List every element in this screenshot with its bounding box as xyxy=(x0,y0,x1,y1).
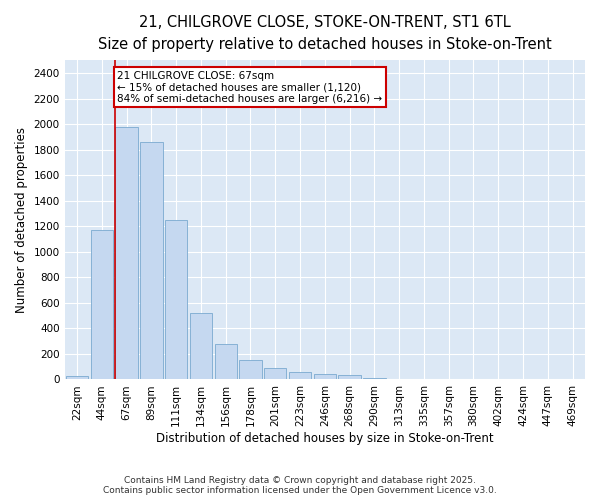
Bar xyxy=(338,375,361,380)
Bar xyxy=(239,360,262,380)
X-axis label: Distribution of detached houses by size in Stoke-on-Trent: Distribution of detached houses by size … xyxy=(156,432,494,445)
Text: 21 CHILGROVE CLOSE: 67sqm
← 15% of detached houses are smaller (1,120)
84% of se: 21 CHILGROVE CLOSE: 67sqm ← 15% of detac… xyxy=(118,70,383,104)
Bar xyxy=(66,376,88,380)
Y-axis label: Number of detached properties: Number of detached properties xyxy=(15,127,28,313)
Bar xyxy=(165,220,187,380)
Bar xyxy=(140,142,163,380)
Bar xyxy=(190,313,212,380)
Bar xyxy=(388,379,410,380)
Bar xyxy=(264,368,286,380)
Bar xyxy=(314,374,336,380)
Bar xyxy=(91,230,113,380)
Bar xyxy=(289,372,311,380)
Bar xyxy=(115,126,138,380)
Bar xyxy=(363,378,386,380)
Text: Contains HM Land Registry data © Crown copyright and database right 2025.
Contai: Contains HM Land Registry data © Crown c… xyxy=(103,476,497,495)
Title: 21, CHILGROVE CLOSE, STOKE-ON-TRENT, ST1 6TL
Size of property relative to detach: 21, CHILGROVE CLOSE, STOKE-ON-TRENT, ST1… xyxy=(98,15,552,52)
Bar xyxy=(215,344,237,380)
